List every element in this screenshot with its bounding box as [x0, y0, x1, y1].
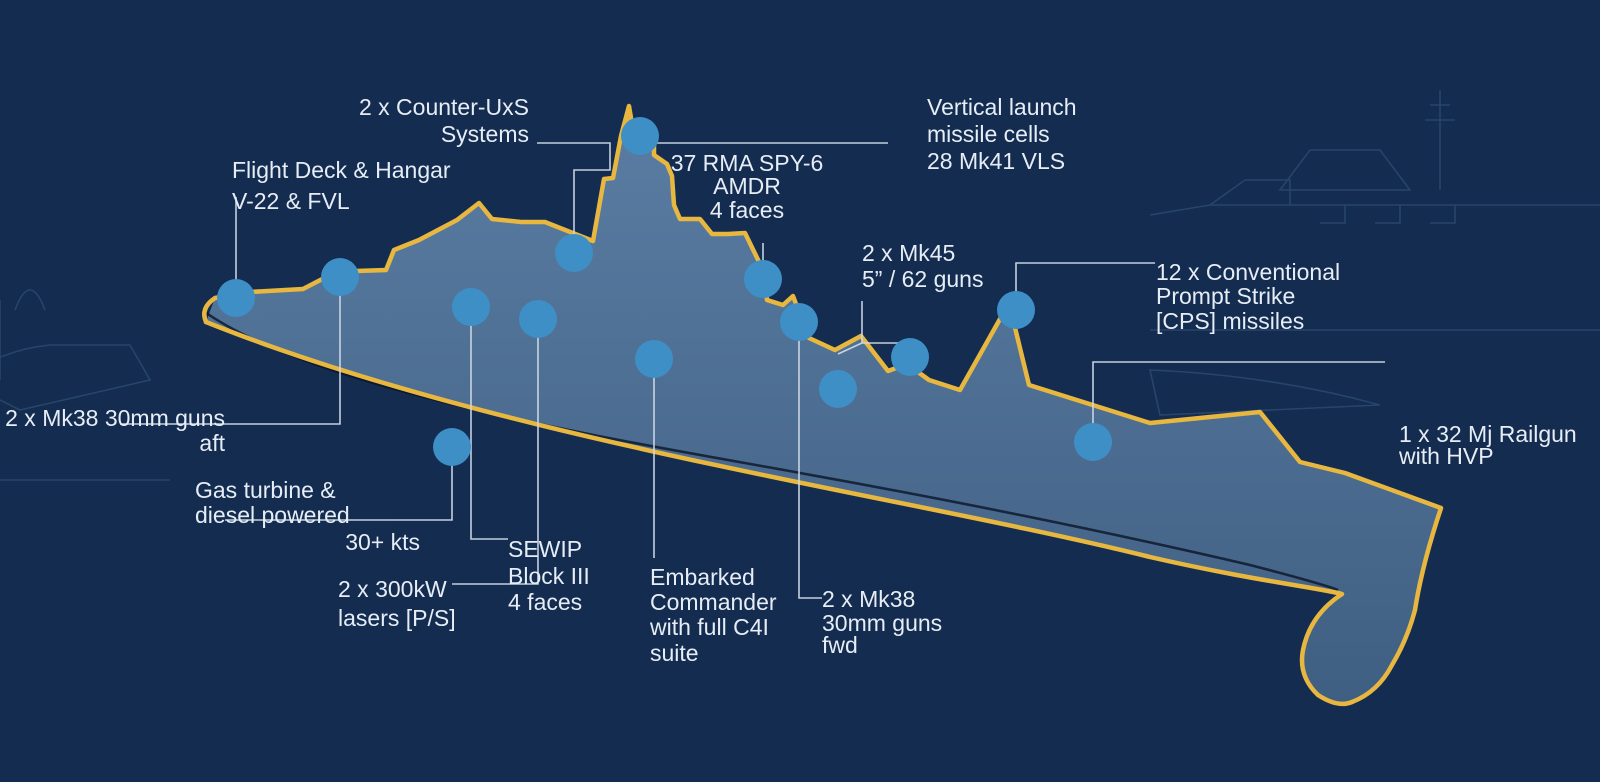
svg-text:Block III: Block III [508, 563, 590, 589]
svg-text:Gas turbine &: Gas turbine & [195, 477, 336, 503]
svg-text:Prompt Strike: Prompt Strike [1156, 283, 1295, 309]
svg-text:Vertical launch: Vertical launch [927, 94, 1077, 120]
svg-text:30+ kts: 30+ kts [345, 529, 420, 555]
svg-text:with full C4I: with full C4I [649, 614, 769, 640]
svg-text:2 x Mk38: 2 x Mk38 [822, 586, 915, 612]
svg-text:V-22 & FVL: V-22 & FVL [232, 188, 350, 214]
svg-text:[CPS] missiles: [CPS] missiles [1156, 308, 1304, 334]
svg-text:28 Mk41 VLS: 28 Mk41 VLS [927, 148, 1065, 174]
svg-text:2 x Mk38 30mm guns: 2 x Mk38 30mm guns [5, 405, 225, 431]
svg-text:4 faces: 4 faces [710, 197, 784, 223]
svg-text:aft: aft [199, 430, 225, 456]
svg-text:fwd: fwd [822, 632, 858, 658]
svg-text:4 faces: 4 faces [508, 589, 582, 615]
svg-text:Systems: Systems [441, 121, 529, 147]
svg-text:with HVP: with HVP [1398, 443, 1494, 469]
svg-text:Flight Deck & Hangar: Flight Deck & Hangar [232, 157, 451, 183]
svg-text:5” / 62 guns: 5” / 62 guns [862, 266, 983, 292]
svg-text:AMDR: AMDR [713, 173, 781, 199]
svg-text:missile cells: missile cells [927, 121, 1050, 147]
svg-text:diesel powered: diesel powered [195, 502, 350, 528]
svg-text:Commander: Commander [650, 589, 777, 615]
svg-text:2 x Mk45: 2 x Mk45 [862, 240, 955, 266]
svg-text:2 x 300kW: 2 x 300kW [338, 576, 447, 602]
svg-text:2 x Counter-UxS: 2 x Counter-UxS [359, 94, 529, 120]
svg-text:lasers [P/S]: lasers [P/S] [338, 605, 456, 631]
svg-text:12 x Conventional: 12 x Conventional [1156, 259, 1340, 285]
svg-text:SEWIP: SEWIP [508, 536, 582, 562]
svg-text:Embarked: Embarked [650, 564, 755, 590]
svg-text:suite: suite [650, 640, 699, 666]
